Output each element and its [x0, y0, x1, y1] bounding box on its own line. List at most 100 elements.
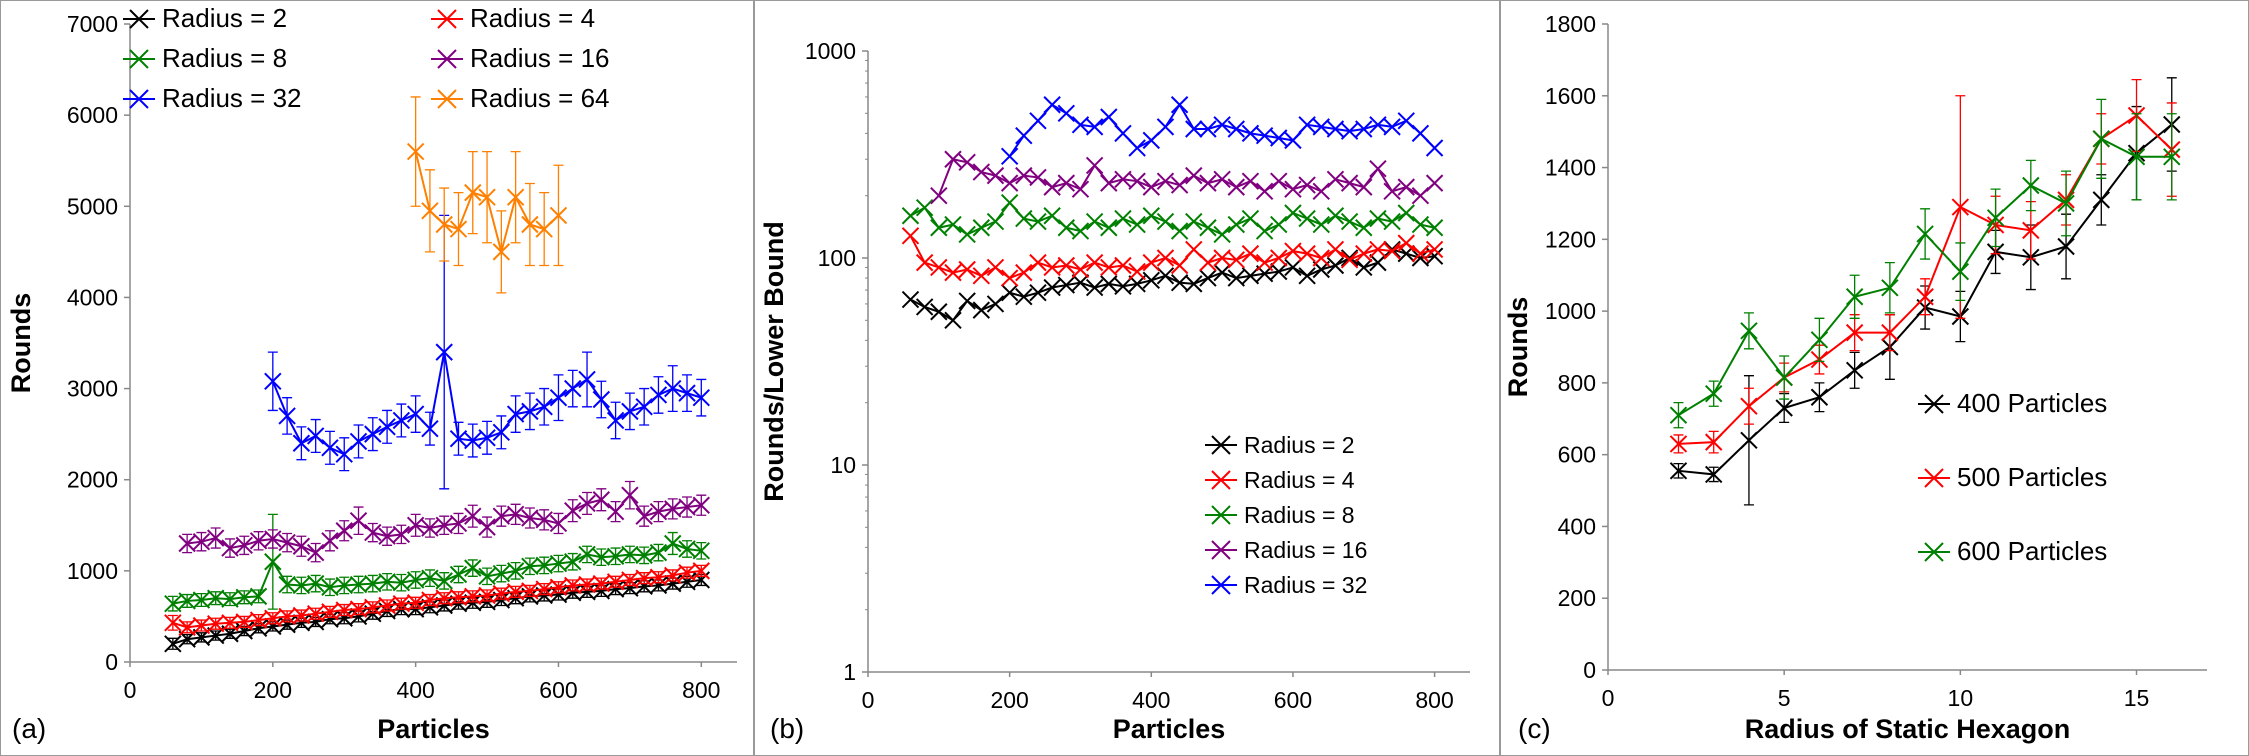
data-point: [1043, 207, 1061, 225]
series-line: [172, 569, 702, 629]
data-point: [221, 539, 239, 557]
data-point: [1213, 263, 1231, 282]
y-tick-label: 5000: [67, 193, 118, 219]
legend-label: Radius = 2: [1244, 432, 1355, 458]
legend-item: Radius = 32: [1205, 572, 1367, 598]
data-point: [349, 607, 368, 626]
data-point: [1114, 170, 1132, 189]
data-point: [1000, 193, 1019, 212]
data-point: [449, 220, 468, 238]
x-tick-label: 800: [1415, 687, 1453, 713]
data-point: [292, 537, 311, 555]
x-tick-label: 400: [1132, 687, 1170, 713]
data-point: [930, 258, 948, 277]
data-point: [478, 518, 496, 536]
x-tick-label: 600: [1274, 687, 1312, 713]
series-2: [901, 227, 1444, 287]
data-point: [1355, 219, 1373, 237]
data-point: [1128, 262, 1146, 281]
data-point: [206, 615, 225, 633]
data-point: [592, 491, 611, 509]
data-point: [1425, 139, 1444, 157]
y-tick-label: 600: [1558, 442, 1596, 468]
y-tick-label: 10: [830, 452, 856, 478]
data-point: [164, 635, 182, 653]
data-point: [178, 618, 196, 637]
legend: Radius = 2 Radius = 4 Radius = 8 Radius = 1…: [1205, 432, 1367, 598]
data-point: [392, 411, 411, 430]
data-point: [535, 220, 553, 238]
data-point: [564, 584, 582, 602]
data-point: [1057, 276, 1076, 294]
legend: 400 Particles 500 Particles 600 Particles: [1918, 388, 2107, 566]
data-point: [1951, 198, 1970, 216]
y-tick-label: 1000: [805, 38, 856, 64]
data-point: [321, 532, 339, 550]
data-point: [1775, 368, 1793, 387]
series-1: [901, 240, 1444, 330]
data-point: [1156, 118, 1175, 136]
data-point: [535, 556, 553, 575]
series-3: [1669, 98, 2181, 429]
data-point: [1669, 406, 1688, 424]
data-point: [1142, 271, 1160, 290]
data-point: [915, 198, 934, 217]
data-point: [592, 582, 611, 600]
data-point: [206, 589, 225, 607]
data-point: [549, 578, 568, 596]
x-tick-label: 0: [862, 687, 875, 713]
data-point: [664, 566, 682, 585]
y-tick-label: 800: [1558, 370, 1596, 396]
data-point: [635, 546, 653, 565]
data-point: [1775, 399, 1793, 417]
data-point: [249, 532, 268, 550]
data-point: [1199, 120, 1217, 138]
x-tick-label: 200: [254, 677, 292, 703]
legend-swatch-marker: [1211, 540, 1231, 560]
data-point: [1043, 278, 1061, 297]
data-point: [1411, 215, 1430, 234]
data-point: [606, 547, 625, 565]
data-point: [578, 545, 596, 564]
data-point: [1071, 222, 1090, 240]
data-point: [1057, 174, 1076, 192]
data-point: [478, 586, 496, 605]
data-point: [549, 554, 568, 573]
data-point: [972, 163, 991, 181]
data-point: [521, 215, 539, 234]
data-point: [321, 578, 339, 596]
data-point: [1383, 242, 1401, 260]
series-3: [164, 513, 711, 613]
data-point: [1015, 209, 1033, 228]
y-axis-title: Rounds: [6, 293, 36, 394]
data-point: [1425, 240, 1444, 259]
data-point: [1284, 258, 1302, 277]
data-point: [1085, 278, 1104, 297]
data-point: [421, 419, 439, 438]
data-point: [692, 496, 711, 514]
data-point: [1043, 258, 1061, 277]
data-point: [1100, 108, 1118, 126]
data-point: [1185, 166, 1203, 185]
legend-item: Radius = 16: [1205, 537, 1367, 563]
data-point: [1199, 219, 1217, 237]
data-point: [649, 576, 668, 595]
data-point: [649, 502, 668, 521]
data-point: [635, 577, 653, 596]
data-point: [1397, 234, 1415, 252]
series-4: [178, 480, 711, 563]
data-point: [1170, 96, 1189, 114]
data-point: [1705, 433, 1723, 451]
data-point: [958, 292, 976, 310]
data-point: [692, 388, 711, 407]
data-point: [1043, 178, 1061, 196]
legend-swatch-marker: [437, 49, 457, 69]
data-point: [930, 186, 948, 205]
data-point: [1340, 212, 1359, 231]
legend-label: Radius = 4: [470, 3, 595, 33]
data-point: [1213, 170, 1231, 189]
series-line: [172, 542, 702, 605]
data-point: [421, 591, 439, 609]
data-point: [1043, 96, 1061, 114]
data-point: [1000, 147, 1019, 165]
